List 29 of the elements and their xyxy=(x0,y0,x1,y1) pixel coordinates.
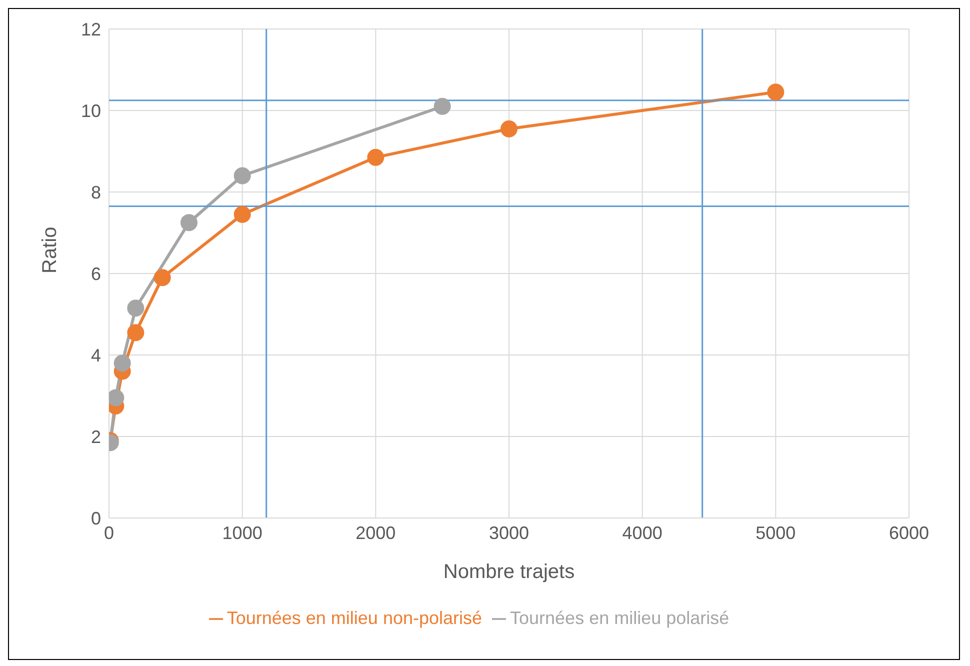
point xyxy=(127,300,144,317)
y-tick-label: 12 xyxy=(80,19,101,40)
point xyxy=(367,148,384,166)
x-tick-label: 4000 xyxy=(622,522,662,543)
x-tick-label: 0 xyxy=(104,522,114,543)
y-axis-title: Ratio xyxy=(39,226,62,274)
x-tick-label: 2000 xyxy=(356,522,396,543)
point xyxy=(154,269,171,286)
x-tick-label: 1000 xyxy=(222,522,262,543)
y-tick-label: 10 xyxy=(80,100,101,121)
legend-label: Tournées en milieu polarisé xyxy=(510,608,730,628)
y-tick-label: 0 xyxy=(90,508,101,528)
x-tick-label: 6000 xyxy=(888,522,930,543)
y-tick-label: 8 xyxy=(90,182,101,202)
point xyxy=(434,98,451,115)
point xyxy=(234,206,251,223)
y-tick-label: 6 xyxy=(90,264,101,284)
y-tick-label: 4 xyxy=(90,345,101,366)
legend-label: Tournées en milieu non-polarisé xyxy=(226,608,482,628)
x-tick-label: 5000 xyxy=(756,522,796,543)
x-axis-title: Nombre trajets xyxy=(443,561,575,583)
point xyxy=(767,84,784,101)
y-tick-label: 2 xyxy=(90,426,101,447)
point xyxy=(127,324,144,342)
x-tick-label: 3000 xyxy=(488,522,530,543)
point xyxy=(500,120,518,138)
point xyxy=(234,167,251,184)
point xyxy=(180,214,198,232)
point xyxy=(114,354,131,372)
